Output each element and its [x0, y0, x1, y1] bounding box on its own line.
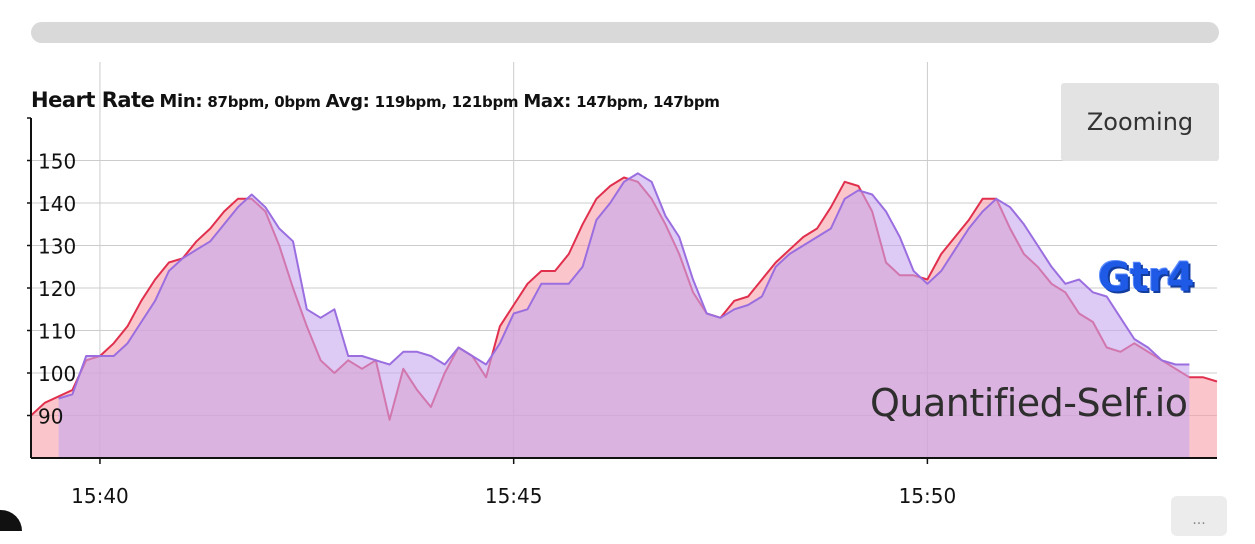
axes — [27, 117, 1217, 464]
min-label: Min: — [159, 91, 203, 112]
max-values: 147bpm, 147bpm — [576, 93, 720, 111]
y-tick-label-140: 140 — [38, 192, 76, 216]
y-tick-label-120: 120 — [38, 277, 76, 301]
chart-title: Heart Rate Min: 87bpm, 0bpm Avg: 119bpm,… — [31, 88, 720, 112]
heart-rate-chart: 90 100 110 120 130 140 150 15:40 15:45 15:50 — [27, 62, 1218, 509]
series-2-area — [58, 173, 1190, 459]
y-tick-label-110: 110 — [38, 320, 76, 344]
avg-label: Avg: — [325, 91, 370, 112]
more-options-button[interactable]: ... — [1171, 496, 1227, 536]
tick-labels: 90 100 110 120 130 140 150 15:40 15:45 15:50 — [38, 150, 956, 509]
y-tick-label-90: 90 — [38, 405, 63, 429]
max-label: Max: — [523, 91, 571, 112]
series-areas — [30, 172, 1218, 459]
x-tick-label-15-50: 15:50 — [899, 484, 957, 508]
y-tick-label-130: 130 — [38, 235, 76, 259]
watermark: Quantified-Self.io — [870, 381, 1188, 425]
avg-values: 119bpm, 121bpm — [374, 93, 519, 111]
y-tick-label-100: 100 — [38, 362, 76, 386]
scroll-track-bar[interactable] — [31, 22, 1219, 43]
device-legend-label: Gtr4 — [1098, 255, 1195, 301]
y-tick-label-150: 150 — [38, 150, 76, 174]
series-2-line — [58, 172, 1190, 400]
x-tick-label-15-45: 15:45 — [485, 484, 543, 508]
zooming-button[interactable]: Zooming — [1061, 83, 1219, 161]
x-tick-label-15-40: 15:40 — [71, 484, 129, 508]
chart-title-main: Heart Rate — [31, 88, 155, 112]
min-values: 87bpm, 0bpm — [207, 93, 321, 111]
